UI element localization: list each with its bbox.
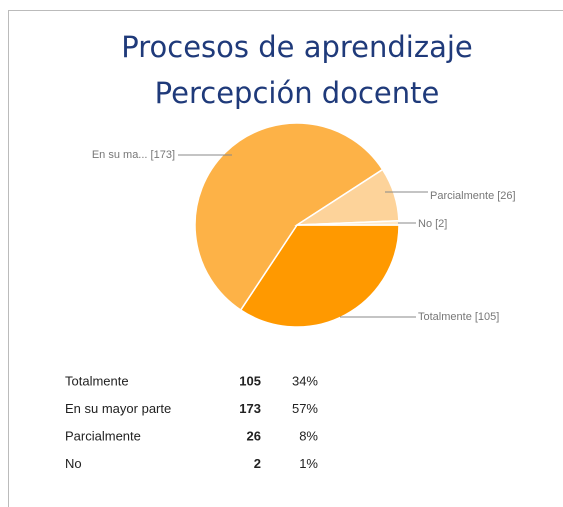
table-count: 26 [247, 428, 261, 443]
pie-slice [194, 122, 384, 312]
table-count: 2 [254, 456, 261, 471]
table-percent: 57% [292, 401, 318, 416]
slice-label: Totalmente [105] [418, 311, 499, 323]
table-count: 105 [239, 373, 261, 388]
table-category: Parcialmente [65, 428, 141, 443]
table-count: 173 [239, 401, 261, 416]
table-percent: 1% [299, 456, 318, 471]
table-category: No [65, 456, 82, 471]
table-percent: 8% [299, 428, 318, 443]
table-percent: 34% [292, 373, 318, 388]
table-category: Totalmente [65, 373, 129, 388]
chart-title: Procesos de aprendizaje [121, 30, 472, 64]
table-category: En su mayor parte [65, 401, 171, 416]
slice-label: No [2] [418, 218, 447, 230]
chart-subtitle: Percepción docente [155, 76, 440, 110]
slice-label: En su ma... [173] [92, 149, 175, 161]
slice-label: Parcialmente [26] [430, 190, 516, 202]
